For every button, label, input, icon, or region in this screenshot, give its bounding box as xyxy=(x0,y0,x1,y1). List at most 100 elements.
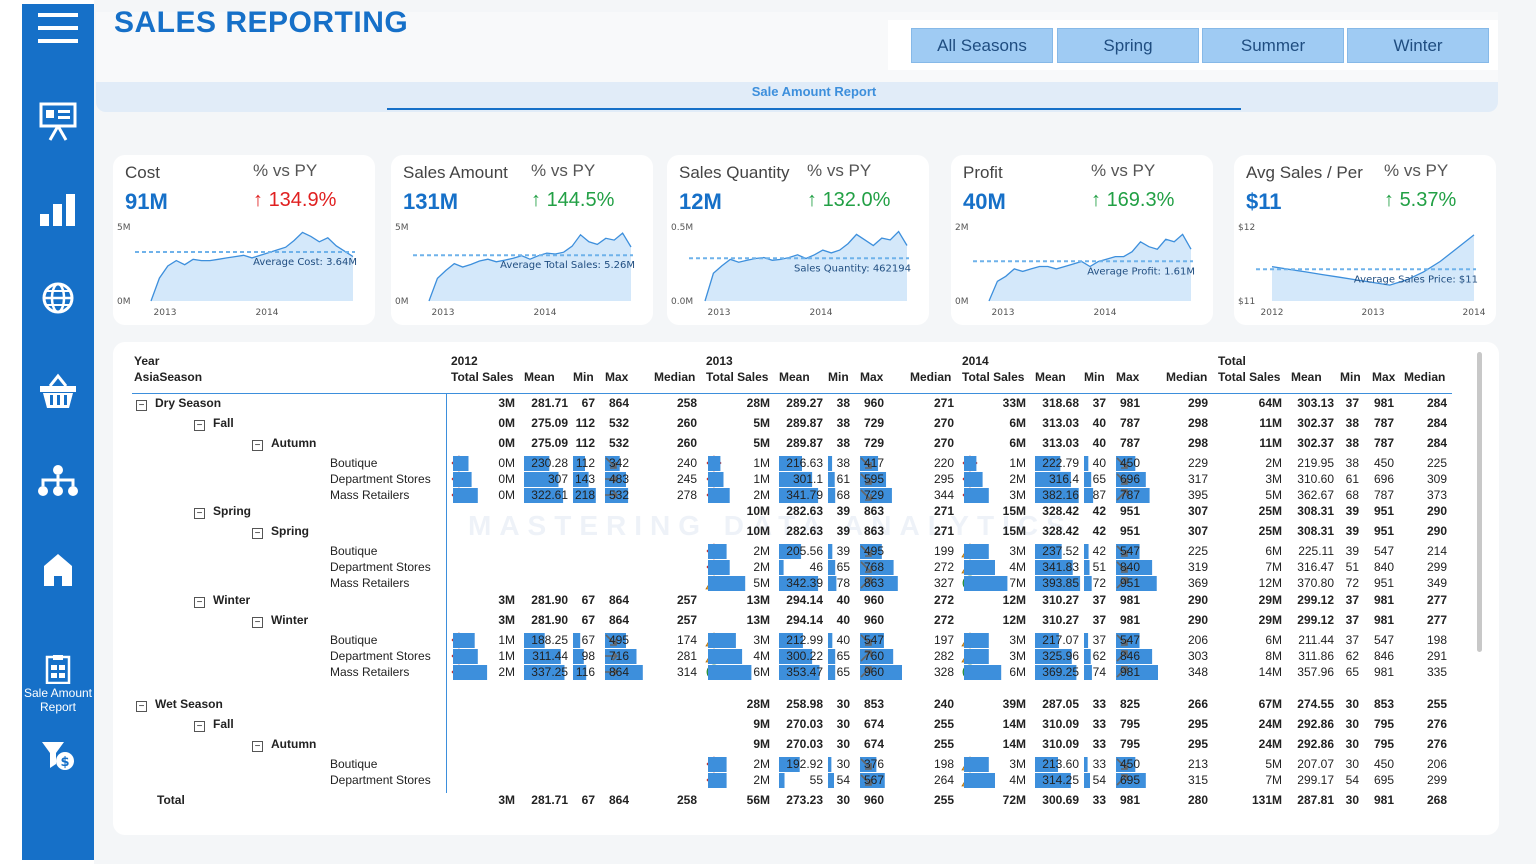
table-cell: 0M xyxy=(498,416,515,430)
season-button-spring[interactable]: Spring xyxy=(1057,28,1199,63)
table-cell: 216.63 xyxy=(786,456,823,470)
menu-button[interactable] xyxy=(22,10,94,46)
row-header[interactable]: − Fall xyxy=(194,717,234,732)
row-header[interactable]: − Winter xyxy=(252,613,308,628)
row-header[interactable]: − Autumn xyxy=(252,436,316,451)
table-cell: 547 xyxy=(1119,544,1140,558)
table-cell: 39 xyxy=(1345,504,1359,518)
sidebar-item-presentation[interactable] xyxy=(22,100,94,142)
sidebar-item-filter[interactable]: $ xyxy=(22,740,94,772)
y-tick-label: 2M xyxy=(955,223,969,233)
row-header[interactable]: − Fall xyxy=(194,416,234,431)
min-bar xyxy=(828,560,836,575)
total-sales-bar xyxy=(964,649,989,664)
collapse-toggle-icon[interactable]: − xyxy=(194,597,205,608)
column-header[interactable]: Min xyxy=(828,370,849,384)
total-sales-bar xyxy=(964,488,989,503)
table-cell: 67 xyxy=(581,613,595,627)
sidebar-item-home[interactable] xyxy=(22,552,94,588)
table-cell: 54 xyxy=(1345,773,1359,787)
column-header[interactable]: Total Sales xyxy=(451,370,514,384)
column-header[interactable]: Mean xyxy=(779,370,810,384)
column-header[interactable]: Min xyxy=(1340,370,1361,384)
collapse-toggle-icon[interactable]: − xyxy=(136,701,147,712)
column-header[interactable]: Max xyxy=(1116,370,1140,384)
column-header[interactable]: Median xyxy=(910,370,952,384)
kpi-sparkline: Average Total Sales: 5.26M 5M 0M 2013 2014 xyxy=(395,223,635,318)
collapse-toggle-icon[interactable]: − xyxy=(136,400,147,411)
mean-bar xyxy=(779,472,813,487)
collapse-toggle-icon[interactable]: − xyxy=(252,528,263,539)
column-header[interactable]: Median xyxy=(1166,370,1208,384)
table-cell: 395 xyxy=(1187,488,1208,502)
table-cell: 260 xyxy=(676,416,697,430)
season-button-all[interactable]: All Seasons xyxy=(911,28,1053,63)
row-header[interactable]: − Spring xyxy=(252,524,309,539)
tab-sale-amount-report[interactable]: Sale Amount Report xyxy=(751,84,877,99)
table-cell: 74 xyxy=(1092,665,1106,679)
collapse-toggle-icon[interactable]: − xyxy=(194,420,205,431)
mean-bar xyxy=(1035,665,1077,680)
column-header[interactable]: Min xyxy=(1084,370,1105,384)
table-cell: 316.4 xyxy=(1048,472,1079,486)
collapse-toggle-icon[interactable]: − xyxy=(194,508,205,519)
column-header[interactable]: Median xyxy=(1404,370,1446,384)
table-cell: 362.67 xyxy=(1297,488,1334,502)
table-cell: 281.90 xyxy=(531,613,568,627)
trend-arrow-icon xyxy=(1116,457,1128,469)
table-cell: 229 xyxy=(1187,456,1208,470)
vertical-scrollbar[interactable] xyxy=(1477,352,1482,652)
column-header[interactable]: Total Sales xyxy=(1218,370,1281,384)
table-cell: 67 xyxy=(581,793,595,807)
column-header[interactable]: Median xyxy=(654,370,696,384)
column-header[interactable]: Max xyxy=(860,370,884,384)
basket-icon xyxy=(40,373,76,408)
collapse-toggle-icon[interactable]: − xyxy=(194,721,205,732)
year-header: Total xyxy=(1218,354,1246,368)
mean-bar xyxy=(524,488,564,503)
table-cell: 37 xyxy=(1345,633,1359,647)
collapse-toggle-icon[interactable]: − xyxy=(252,440,263,451)
table-cell: 328 xyxy=(933,665,954,679)
collapse-toggle-icon[interactable]: − xyxy=(252,741,263,752)
min-bar xyxy=(828,576,837,591)
table-cell: 450 xyxy=(1373,757,1394,771)
table-cell: 2M xyxy=(753,560,770,574)
column-header[interactable]: Max xyxy=(605,370,629,384)
table-cell: 275.09 xyxy=(531,436,568,450)
sidebar-item-hierarchy[interactable] xyxy=(22,464,94,498)
table-cell: 38 xyxy=(836,396,850,410)
row-header[interactable]: − Wet Season xyxy=(136,697,223,712)
season-button-winter[interactable]: Winter xyxy=(1347,28,1489,63)
row-header[interactable]: − Autumn xyxy=(252,737,316,752)
table-cell: 281.71 xyxy=(531,396,568,410)
x-tick-label: 2012 xyxy=(1261,308,1284,318)
column-header[interactable]: Mean xyxy=(1291,370,1322,384)
mean-bar xyxy=(779,773,785,788)
kpi-name: Profit xyxy=(963,163,1003,182)
season-button-summer[interactable]: Summer xyxy=(1202,28,1344,63)
sidebar-item-globe[interactable] xyxy=(22,280,94,316)
kpi-vs-label: % vs PY xyxy=(253,161,318,180)
trend-arrow-icon xyxy=(1116,561,1128,573)
column-header[interactable]: Total Sales xyxy=(962,370,1025,384)
sidebar-item-basket[interactable] xyxy=(22,372,94,410)
kpi-pct-change: ↑ 132.0% xyxy=(807,189,890,212)
column-header[interactable]: Max xyxy=(1372,370,1396,384)
sidebar-item-charts[interactable] xyxy=(22,192,94,228)
collapse-toggle-icon[interactable]: − xyxy=(252,617,263,628)
row-header[interactable]: − Dry Season xyxy=(136,396,221,411)
column-header[interactable]: Mean xyxy=(1035,370,1066,384)
row-header[interactable]: − Spring xyxy=(194,504,251,519)
column-header[interactable]: Min xyxy=(573,370,594,384)
table-cell: 54 xyxy=(1092,773,1106,787)
column-header[interactable]: Mean xyxy=(524,370,555,384)
total-sales-bar xyxy=(964,773,995,788)
table-cell: 369 xyxy=(1187,576,1208,590)
row-header[interactable]: − Winter xyxy=(194,593,250,608)
column-header[interactable]: Total Sales xyxy=(706,370,769,384)
y-tick-label: 5M xyxy=(395,223,409,233)
table-cell: 257 xyxy=(676,593,697,607)
table-cell: 311.44 xyxy=(532,649,568,663)
sidebar-item-sale-amount-report[interactable]: Sale Amount Report xyxy=(22,654,94,714)
